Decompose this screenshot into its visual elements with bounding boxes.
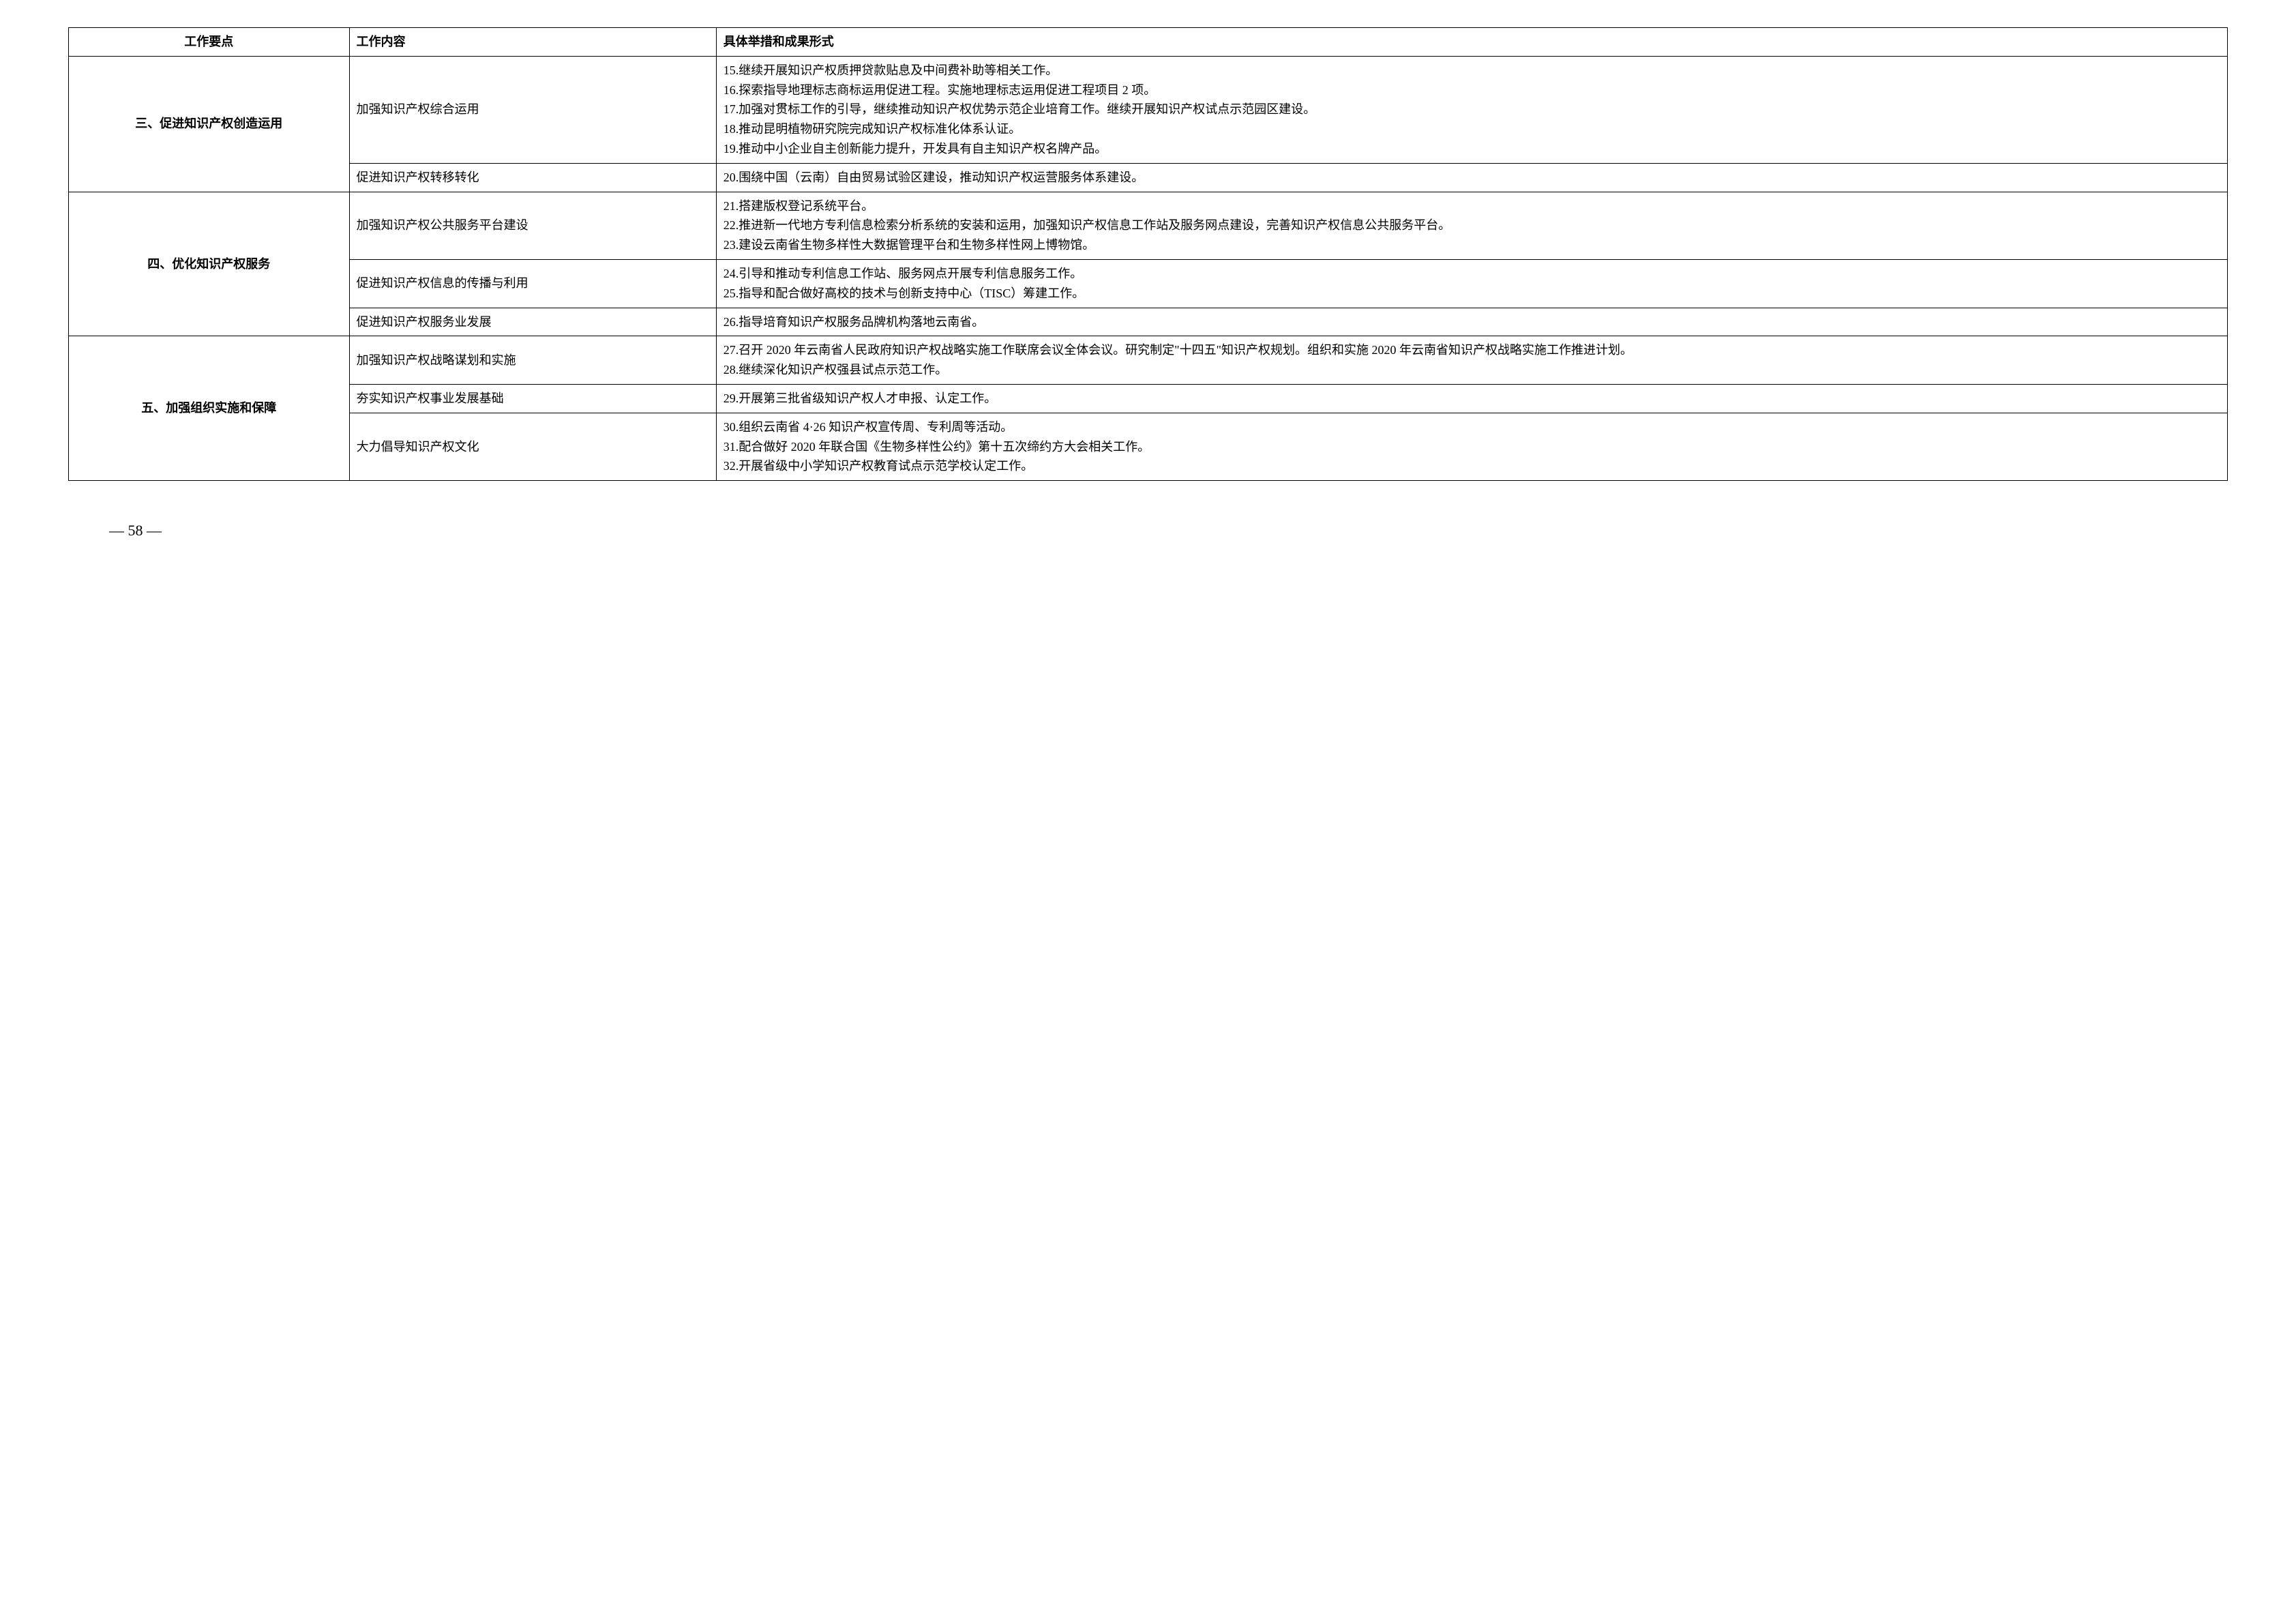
content-cell: 加强知识产权综合运用 (349, 56, 716, 163)
item-text: 30.组织云南省 4·26 知识产权宣传周、专利周等活动。 (724, 417, 2220, 437)
page-number: — 58 — (109, 522, 2228, 540)
items-cell: 30.组织云南省 4·26 知识产权宣传周、专利周等活动。31.配合做好 202… (716, 413, 2227, 480)
items-cell: 24.引导和推动专利信息工作站、服务网点开展专利信息服务工作。25.指导和配合做… (716, 259, 2227, 308)
item-text: 25.指导和配合做好高校的技术与创新支持中心（TISC）筹建工作。 (724, 284, 2220, 304)
content-cell: 加强知识产权公共服务平台建设 (349, 192, 716, 259)
content-cell: 大力倡导知识产权文化 (349, 413, 716, 480)
table-header-row: 工作要点 工作内容 具体举措和成果形式 (69, 28, 2228, 57)
table-row: 促进知识产权信息的传播与利用24.引导和推动专利信息工作站、服务网点开展专利信息… (69, 259, 2228, 308)
section-title-cell: 四、优化知识产权服务 (69, 192, 350, 336)
content-cell: 加强知识产权战略谋划和实施 (349, 336, 716, 385)
section-title-cell: 三、促进知识产权创造运用 (69, 56, 350, 192)
items-cell: 27.召开 2020 年云南省人民政府知识产权战略实施工作联席会议全体会议。研究… (716, 336, 2227, 385)
item-text: 32.开展省级中小学知识产权教育试点示范学校认定工作。 (724, 456, 2220, 476)
item-text: 31.配合做好 2020 年联合国《生物多样性公约》第十五次缔约方大会相关工作。 (724, 437, 2220, 457)
items-cell: 21.搭建版权登记系统平台。22.推进新一代地方专利信息检索分析系统的安装和运用… (716, 192, 2227, 259)
item-text: 24.引导和推动专利信息工作站、服务网点开展专利信息服务工作。 (724, 264, 2220, 284)
item-text: 16.探索指导地理标志商标运用促进工程。实施地理标志运用促进工程项目 2 项。 (724, 80, 2220, 100)
item-text: 29.开展第三批省级知识产权人才申报、认定工作。 (724, 389, 2220, 409)
item-text: 27.召开 2020 年云南省人民政府知识产权战略实施工作联席会议全体会议。研究… (724, 340, 2220, 360)
content-cell: 促进知识产权转移转化 (349, 163, 716, 192)
policy-table: 工作要点 工作内容 具体举措和成果形式 三、促进知识产权创造运用加强知识产权综合… (68, 27, 2228, 481)
header-col1: 工作要点 (69, 28, 350, 57)
table-row: 大力倡导知识产权文化30.组织云南省 4·26 知识产权宣传周、专利周等活动。3… (69, 413, 2228, 480)
item-text: 21.搭建版权登记系统平台。 (724, 196, 2220, 216)
item-text: 17.加强对贯标工作的引导，继续推动知识产权优势示范企业培育工作。继续开展知识产… (724, 100, 2220, 119)
items-cell: 20.围绕中国（云南）自由贸易试验区建设，推动知识产权运营服务体系建设。 (716, 163, 2227, 192)
item-text: 20.围绕中国（云南）自由贸易试验区建设，推动知识产权运营服务体系建设。 (724, 168, 2220, 188)
item-text: 18.推动昆明植物研究院完成知识产权标准化体系认证。 (724, 119, 2220, 139)
table-row: 促进知识产权服务业发展 26.指导培育知识产权服务品牌机构落地云南省。 (69, 308, 2228, 336)
table-row: 四、优化知识产权服务加强知识产权公共服务平台建设21.搭建版权登记系统平台。22… (69, 192, 2228, 259)
item-text: 22.推进新一代地方专利信息检索分析系统的安装和运用，加强知识产权信息工作站及服… (724, 216, 2220, 235)
table-row: 五、加强组织实施和保障加强知识产权战略谋划和实施27.召开 2020 年云南省人… (69, 336, 2228, 385)
content-cell: 促进知识产权信息的传播与利用 (349, 259, 716, 308)
content-cell: 促进知识产权服务业发展 (349, 308, 716, 336)
table-row: 促进知识产权转移转化 20.围绕中国（云南）自由贸易试验区建设，推动知识产权运营服… (69, 163, 2228, 192)
content-cell: 夯实知识产权事业发展基础 (349, 384, 716, 413)
section-title-cell: 五、加强组织实施和保障 (69, 336, 350, 481)
item-text: 15.继续开展知识产权质押贷款贴息及中间费补助等相关工作。 (724, 61, 2220, 80)
header-col2: 工作内容 (349, 28, 716, 57)
item-text: 19.推动中小企业自主创新能力提升，开发具有自主知识产权名牌产品。 (724, 139, 2220, 159)
document-page: 工作要点 工作内容 具体举措和成果形式 三、促进知识产权创造运用加强知识产权综合… (68, 27, 2228, 540)
table-row: 三、促进知识产权创造运用加强知识产权综合运用15.继续开展知识产权质押贷款贴息及… (69, 56, 2228, 163)
header-col3: 具体举措和成果形式 (716, 28, 2227, 57)
item-text: 26.指导培育知识产权服务品牌机构落地云南省。 (724, 312, 2220, 332)
item-text: 28.继续深化知识产权强县试点示范工作。 (724, 360, 2220, 380)
items-cell: 15.继续开展知识产权质押贷款贴息及中间费补助等相关工作。16.探索指导地理标志… (716, 56, 2227, 163)
table-row: 夯实知识产权事业发展基础 29.开展第三批省级知识产权人才申报、认定工作。 (69, 384, 2228, 413)
item-text: 23.建设云南省生物多样性大数据管理平台和生物多样性网上博物馆。 (724, 235, 2220, 255)
items-cell: 26.指导培育知识产权服务品牌机构落地云南省。 (716, 308, 2227, 336)
table-body: 三、促进知识产权创造运用加强知识产权综合运用15.继续开展知识产权质押贷款贴息及… (69, 56, 2228, 480)
items-cell: 29.开展第三批省级知识产权人才申报、认定工作。 (716, 384, 2227, 413)
